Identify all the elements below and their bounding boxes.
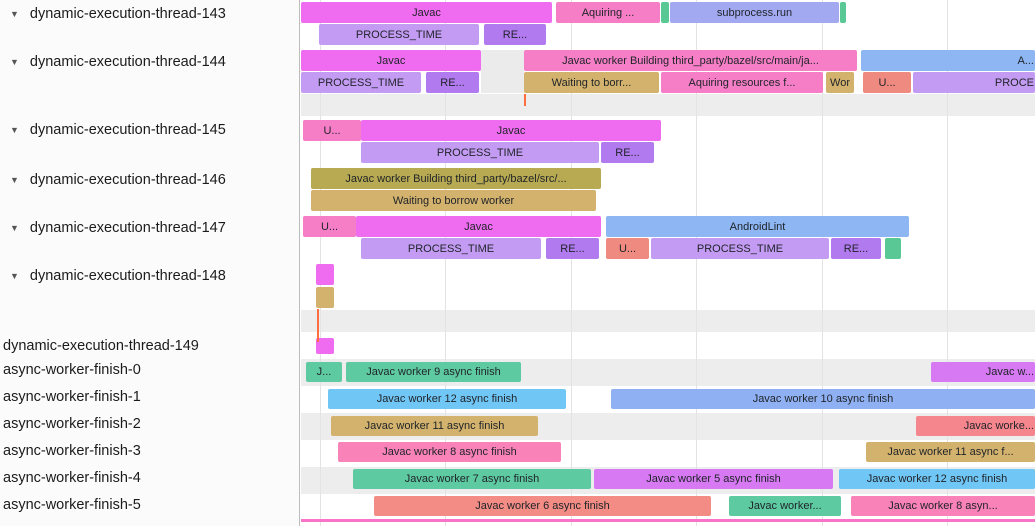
flow-marker-tick xyxy=(317,309,319,342)
track-label-dynamic-execution-thread-148[interactable]: ▼ dynamic-execution-thread-148 xyxy=(0,267,226,285)
timeline-slice[interactable]: RE... xyxy=(484,24,546,45)
timeline-slice[interactable]: Javac worker 5 async finish xyxy=(594,469,833,489)
timeline-slice[interactable]: Javac xyxy=(361,120,661,141)
timeline-slice[interactable]: Waiting to borr... xyxy=(524,72,659,93)
timeline-slice[interactable]: Javac xyxy=(301,50,481,71)
timeline-slice[interactable]: Javac worker 12 async finish xyxy=(328,389,566,409)
track-name: async-worker-finish-3 xyxy=(3,443,141,459)
track-name-panel: ▼ dynamic-execution-thread-143 ▼ dynamic-ex… xyxy=(0,0,300,526)
track-label-async-worker-finish-0[interactable]: async-worker-finish-0 xyxy=(0,361,141,379)
timeline-slice[interactable]: Javac worker 12 async finish xyxy=(839,469,1035,489)
timeline-slice[interactable]: Javac worker 10 async finish xyxy=(611,389,1035,409)
track-label-dynamic-execution-thread-146[interactable]: ▼ dynamic-execution-thread-146 xyxy=(0,171,226,189)
timeline-slice[interactable]: U... xyxy=(303,120,361,141)
flow-marker-tick xyxy=(524,94,526,106)
timeline-slice[interactable]: RE... xyxy=(426,72,479,93)
timeline-slice[interactable]: Javac worker 8 asyn... xyxy=(851,496,1035,516)
track-label-dynamic-execution-thread-149[interactable]: dynamic-execution-thread-149 xyxy=(0,337,199,355)
collapse-triangle-icon[interactable]: ▼ xyxy=(10,223,19,233)
timeline-slice[interactable]: Javac xyxy=(356,216,601,237)
timeline-slice[interactable]: PROCESS_TIME xyxy=(651,238,829,259)
gridline xyxy=(696,0,697,526)
timeline-slice[interactable]: RE... xyxy=(831,238,881,259)
track-label-dynamic-execution-thread-145[interactable]: ▼ dynamic-execution-thread-145 xyxy=(0,121,226,139)
timeline-slice[interactable]: J... xyxy=(306,362,342,382)
track-name: async-worker-finish-1 xyxy=(3,389,141,405)
timeline-slice[interactable]: RE... xyxy=(546,238,599,259)
timeline-slice[interactable]: PROCESS_TIME xyxy=(319,24,479,45)
gridline xyxy=(571,0,572,526)
timeline-slice[interactable]: PROCE xyxy=(913,72,1035,93)
timeline-slice[interactable]: Aquiring resources f... xyxy=(661,72,823,93)
idle-gap xyxy=(481,50,524,93)
timeline-slice[interactable] xyxy=(661,2,669,23)
gridline xyxy=(445,0,446,526)
track-name: async-worker-finish-5 xyxy=(3,497,141,513)
gridline xyxy=(822,0,823,526)
gridline xyxy=(947,0,948,526)
timeline-slice[interactable]: Javac worker 9 async finish xyxy=(346,362,521,382)
timeline-slice[interactable] xyxy=(316,338,334,354)
track-name: async-worker-finish-0 xyxy=(3,362,141,378)
track-label-dynamic-execution-thread-144[interactable]: ▼ dynamic-execution-thread-144 xyxy=(0,53,226,71)
timeline-slice[interactable]: Aquiring ... xyxy=(556,2,660,23)
timeline-slice[interactable]: Javac worker Building third_party/bazel/… xyxy=(524,50,857,71)
timeline-slice[interactable]: U... xyxy=(606,238,649,259)
timeline-slice[interactable]: AndroidLint xyxy=(606,216,909,237)
timeline-slice[interactable]: Waiting to borrow worker xyxy=(311,190,596,211)
timeline-slice[interactable]: Javac worker 11 async f... xyxy=(866,442,1035,462)
timeline-slice[interactable]: Javac worker 7 async finish xyxy=(353,469,591,489)
timeline-slice[interactable]: Wor xyxy=(826,72,854,93)
timeline-slice[interactable]: Javac worker Building third_party/bazel/… xyxy=(311,168,601,189)
gridline xyxy=(320,0,321,526)
timeline-slice[interactable]: Javac worker 11 async finish xyxy=(331,416,538,436)
timeline-slice[interactable] xyxy=(316,287,334,308)
collapse-triangle-icon[interactable]: ▼ xyxy=(10,57,19,67)
timeline-slice[interactable]: Javac worker 8 async finish xyxy=(338,442,561,462)
track-label-async-worker-finish-5[interactable]: async-worker-finish-5 xyxy=(0,496,141,514)
timeline-slice[interactable]: PROCESS_TIME xyxy=(361,238,541,259)
track-name: dynamic-execution-thread-146 xyxy=(29,172,226,188)
track-name: dynamic-execution-thread-144 xyxy=(29,54,226,70)
track-label-async-worker-finish-2[interactable]: async-worker-finish-2 xyxy=(0,415,141,433)
timeline-slice[interactable]: U... xyxy=(863,72,911,93)
timeline-slice[interactable] xyxy=(316,264,334,285)
timeline-slice[interactable]: Javac xyxy=(301,2,552,23)
collapse-triangle-icon[interactable]: ▼ xyxy=(10,125,19,135)
track-label-dynamic-execution-thread-143[interactable]: ▼ dynamic-execution-thread-143 xyxy=(0,5,226,23)
track-label-async-worker-finish-3[interactable]: async-worker-finish-3 xyxy=(0,442,141,460)
timeline-slice[interactable] xyxy=(840,2,846,23)
timeline-slice[interactable]: Javac w... xyxy=(931,362,1035,382)
timeline-slice[interactable]: Javac worker 6 async finish xyxy=(374,496,711,516)
timeline-slice[interactable]: Javac worker... xyxy=(729,496,841,516)
timeline-slice[interactable]: U... xyxy=(303,216,356,237)
track-label-async-worker-finish-1[interactable]: async-worker-finish-1 xyxy=(0,388,141,406)
track-name: dynamic-execution-thread-148 xyxy=(29,268,226,284)
track-name: dynamic-execution-thread-143 xyxy=(29,6,226,22)
partial-slice-edge[interactable] xyxy=(301,519,1035,522)
timeline-slice[interactable]: RE... xyxy=(601,142,654,163)
track-name: async-worker-finish-4 xyxy=(3,470,141,486)
track-background-band xyxy=(301,94,1035,116)
track-name: dynamic-execution-thread-145 xyxy=(29,122,226,138)
collapse-triangle-icon[interactable]: ▼ xyxy=(10,271,19,281)
track-label-dynamic-execution-thread-147[interactable]: ▼ dynamic-execution-thread-147 xyxy=(0,219,226,237)
collapse-triangle-icon[interactable]: ▼ xyxy=(10,175,19,185)
timeline-slice[interactable]: PROCESS_TIME xyxy=(361,142,599,163)
track-name: dynamic-execution-thread-147 xyxy=(29,220,226,236)
timeline-slice[interactable]: PROCESS_TIME xyxy=(301,72,421,93)
track-label-async-worker-finish-4[interactable]: async-worker-finish-4 xyxy=(0,469,141,487)
collapse-triangle-icon[interactable]: ▼ xyxy=(10,9,19,19)
timeline-canvas[interactable]: Javac Aquiring ... subprocess.run PROCESS_T… xyxy=(301,0,1035,526)
track-name: async-worker-finish-2 xyxy=(3,416,141,432)
timeline-slice[interactable] xyxy=(885,238,901,259)
timeline-slice[interactable]: subprocess.run xyxy=(670,2,839,23)
track-name: dynamic-execution-thread-149 xyxy=(3,338,199,354)
timeline-slice[interactable]: Javac worke... xyxy=(916,416,1035,436)
track-background-band xyxy=(301,310,1035,332)
timeline-slice[interactable]: A... xyxy=(861,50,1035,71)
